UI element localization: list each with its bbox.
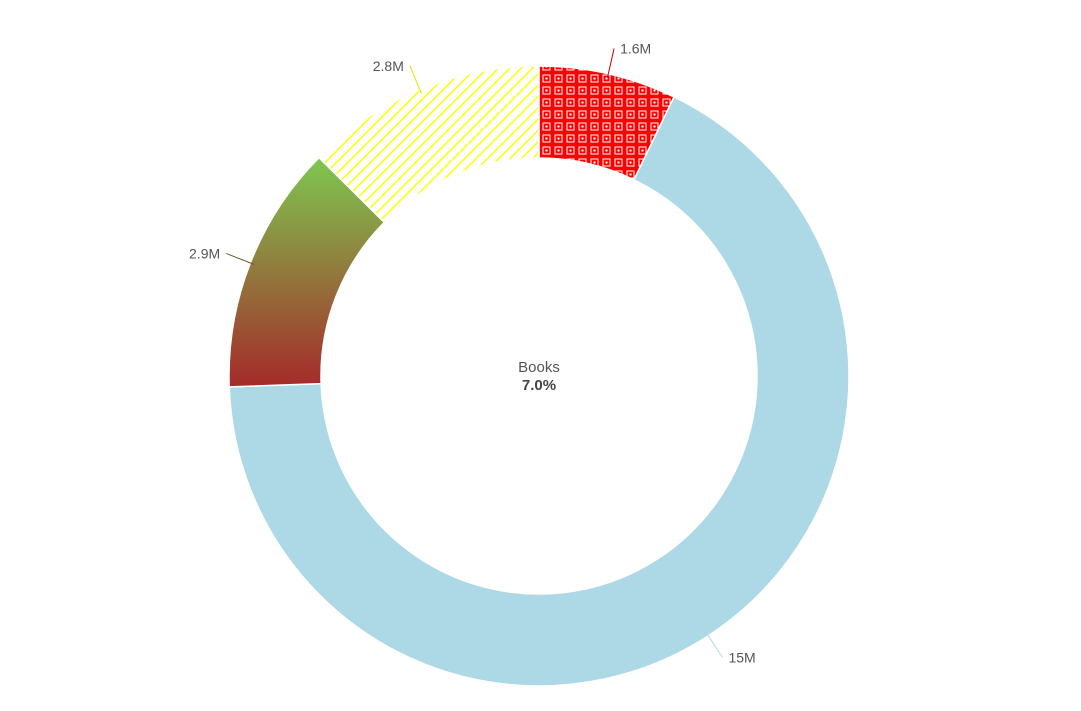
donut-slice-3[interactable] — [317, 65, 540, 224]
donut-slices — [228, 65, 850, 687]
donut-slice-1[interactable] — [228, 95, 850, 687]
slice-labels: 1.6M 15M 2.9M 2.8M — [189, 40, 756, 665]
slice-leader-line-0 — [606, 48, 615, 78]
center-title: Books — [518, 359, 560, 376]
slice-leader-line-2 — [225, 252, 255, 265]
slice-label-2: 2.9M — [189, 245, 220, 261]
slice-label-3: 2.8M — [373, 58, 404, 74]
center-value: 7.0% — [522, 377, 556, 394]
slice-label-0: 1.6M — [620, 40, 651, 56]
slice-leader-line-3 — [409, 65, 422, 94]
donut-center: Books 7.0% — [518, 359, 560, 394]
slice-leader-line-1 — [705, 632, 723, 658]
slice-label-1: 15M — [728, 649, 755, 665]
